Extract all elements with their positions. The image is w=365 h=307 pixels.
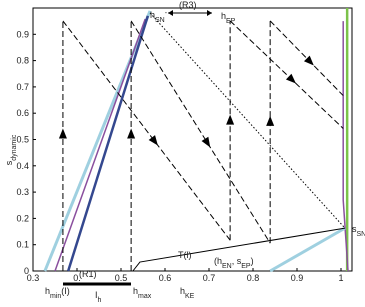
annotation-part: , s <box>232 256 242 266</box>
annotation-part: dynamic <box>11 134 18 161</box>
direction-arrow <box>127 128 135 138</box>
annotation: hEP <box>221 11 236 25</box>
x-tick-label: 0.9 <box>291 273 304 283</box>
series-line <box>55 19 145 271</box>
annotation: sSN <box>352 224 365 238</box>
x-tick-label: 1 <box>338 273 343 283</box>
y-tick-label: 0.5 <box>16 135 29 145</box>
annotation-part: h <box>98 297 102 303</box>
annotation-part: EN <box>222 263 232 270</box>
x-tick-label: 0.3 <box>27 273 40 283</box>
annotation: (hEN, sEP) <box>214 256 254 270</box>
annotation: (R1) <box>79 269 97 279</box>
y-tick-label: 0.4 <box>16 161 29 171</box>
series-line <box>270 21 343 96</box>
annotation-part: min <box>50 293 61 300</box>
x-tick-label: 0.7 <box>203 273 216 283</box>
annotation: Ih <box>95 290 102 302</box>
annotation: T(l) <box>178 250 192 260</box>
annotation-part: (R3) <box>179 0 197 10</box>
annotation-part: SN <box>357 231 365 238</box>
series-line <box>131 21 270 243</box>
y-tick-label: 0.8 <box>16 56 29 66</box>
annotation: hmin(I) <box>45 286 70 300</box>
annotation: sdynamic <box>4 134 18 165</box>
annotation-part: (h <box>214 256 222 266</box>
annotation-part: SN <box>155 17 165 24</box>
annotation-part: KE <box>185 293 195 300</box>
y-tick-label: 0.2 <box>16 213 29 223</box>
direction-arrow <box>226 115 234 125</box>
series-line <box>150 13 345 228</box>
direction-arrow <box>202 137 214 150</box>
direction-arrow <box>266 116 274 126</box>
x-tick-label: 0.6 <box>159 273 172 283</box>
y-tick-label: 0.1 <box>16 240 29 250</box>
annotation-part: EP <box>226 18 236 25</box>
y-tick-label: 0.9 <box>16 29 29 39</box>
series-line <box>68 16 148 271</box>
y-tick-label: 0.7 <box>16 82 29 92</box>
annotation-part: T(l) <box>178 250 192 260</box>
annotation-part: (I) <box>61 286 70 296</box>
annotation: (R3) <box>179 0 197 10</box>
x-tick-label: 0.5 <box>115 273 128 283</box>
direction-arrow <box>59 128 67 138</box>
annotation-part: (R1) <box>79 269 97 279</box>
annotation-part: ) <box>251 256 254 266</box>
series-line <box>230 21 343 129</box>
annotation: hKE <box>180 286 195 300</box>
annotation: hmax <box>133 286 152 300</box>
y-tick-label: 0.3 <box>16 187 29 197</box>
annotation-part: - <box>165 10 168 17</box>
y-tick-label: 0.6 <box>16 108 29 118</box>
annotation-part: max <box>138 293 152 300</box>
x-tick-label: 0.8 <box>247 273 260 283</box>
annotation: hSN- <box>150 10 168 24</box>
direction-arrow <box>149 135 161 148</box>
annotation-part: EP <box>241 263 251 270</box>
